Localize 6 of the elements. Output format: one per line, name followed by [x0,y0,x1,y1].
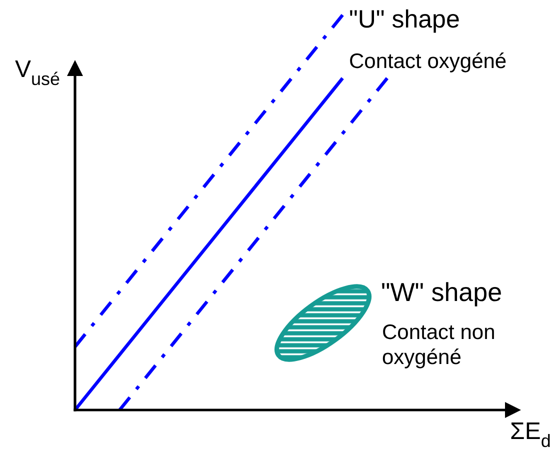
annotation: Contact non oxygéné [382,321,502,369]
annotation: "W" shape [381,277,502,307]
annotation: Contact oxygéné [349,50,507,73]
annotation: "U" shape [349,6,460,34]
y-axis-title: V$_{usé}$ [15,56,60,89]
x-axis-title: ΣE$_{d}$ [510,418,551,450]
